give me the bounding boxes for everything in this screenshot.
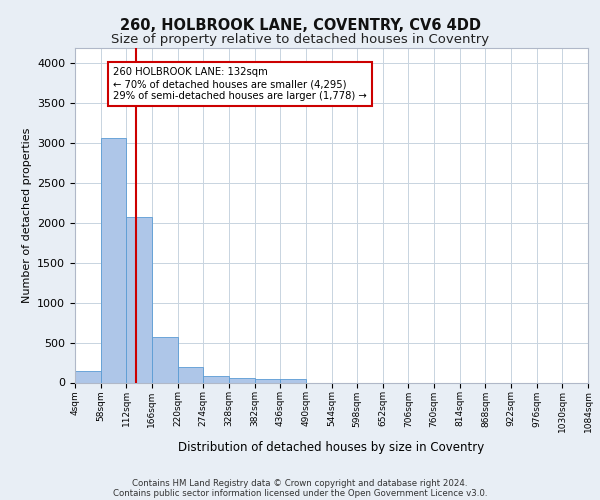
Bar — [75, 372, 101, 382]
Bar — [127, 218, 152, 382]
Y-axis label: Number of detached properties: Number of detached properties — [22, 128, 32, 302]
Bar — [254, 380, 280, 382]
Bar — [178, 366, 203, 382]
X-axis label: Distribution of detached houses by size in Coventry: Distribution of detached houses by size … — [178, 440, 485, 454]
Bar — [152, 337, 178, 382]
Text: Contains public sector information licensed under the Open Government Licence v3: Contains public sector information licen… — [113, 488, 487, 498]
Text: 260, HOLBROOK LANE, COVENTRY, CV6 4DD: 260, HOLBROOK LANE, COVENTRY, CV6 4DD — [119, 18, 481, 32]
Bar — [229, 378, 254, 382]
Bar — [101, 138, 127, 382]
Text: Contains HM Land Registry data © Crown copyright and database right 2024.: Contains HM Land Registry data © Crown c… — [132, 478, 468, 488]
Bar — [203, 376, 229, 382]
Bar — [280, 378, 306, 382]
Text: 260 HOLBROOK LANE: 132sqm
← 70% of detached houses are smaller (4,295)
29% of se: 260 HOLBROOK LANE: 132sqm ← 70% of detac… — [113, 68, 367, 100]
Text: Size of property relative to detached houses in Coventry: Size of property relative to detached ho… — [111, 32, 489, 46]
